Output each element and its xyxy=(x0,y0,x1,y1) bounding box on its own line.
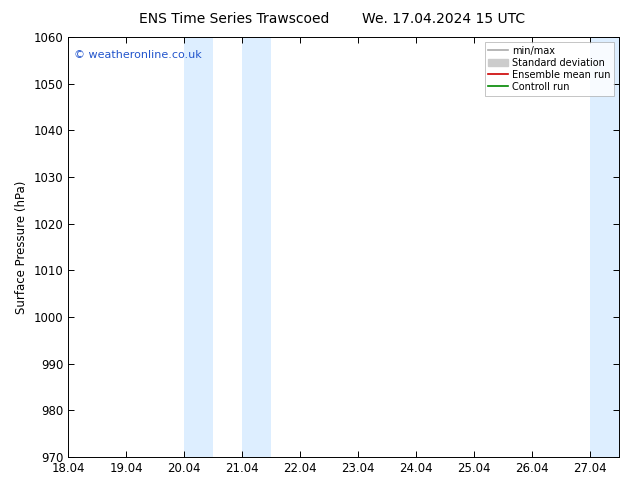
Text: © weatheronline.co.uk: © weatheronline.co.uk xyxy=(74,50,202,60)
Text: ENS Time Series Trawscoed: ENS Time Series Trawscoed xyxy=(139,12,330,26)
Text: We. 17.04.2024 15 UTC: We. 17.04.2024 15 UTC xyxy=(362,12,526,26)
Y-axis label: Surface Pressure (hPa): Surface Pressure (hPa) xyxy=(15,180,28,314)
Bar xyxy=(590,37,619,457)
Bar xyxy=(184,37,213,457)
Legend: min/max, Standard deviation, Ensemble mean run, Controll run: min/max, Standard deviation, Ensemble me… xyxy=(484,42,614,96)
Bar xyxy=(242,37,271,457)
